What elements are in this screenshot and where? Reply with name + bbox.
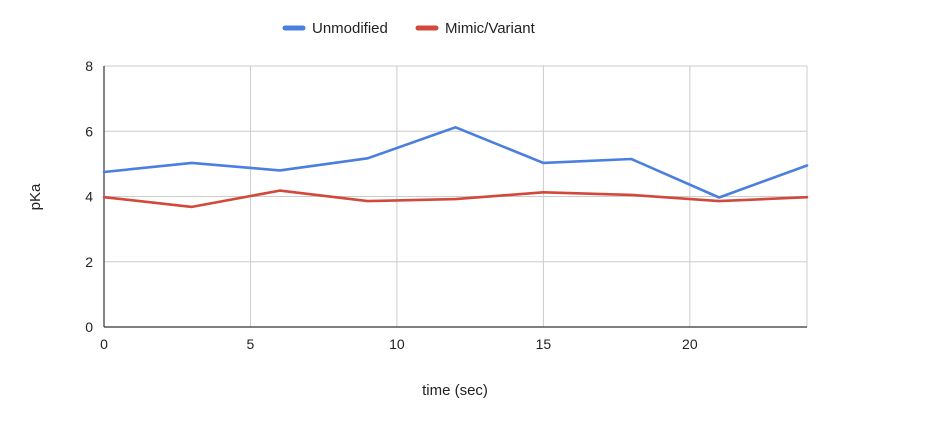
grid [104, 66, 807, 327]
y-tick-label-4: 4 [85, 189, 93, 205]
series-line-mimic-variant [104, 191, 807, 207]
y-tick-label-8: 8 [85, 58, 93, 74]
legend: Unmodified Mimic/Variant [285, 20, 536, 37]
x-tick-label-20: 20 [682, 336, 698, 352]
x-tick-label-0: 0 [100, 336, 108, 352]
y-tick-label-2: 2 [85, 254, 93, 270]
y-tick-label-0: 0 [85, 319, 93, 335]
x-tick-label-15: 15 [536, 336, 552, 352]
x-axis-title: time (sec) [422, 382, 488, 399]
x-tick-label-5: 5 [247, 336, 255, 352]
legend-label-1: Mimic/Variant [445, 20, 536, 37]
y-tick-label-6: 6 [85, 123, 93, 139]
series-line-unmodified [104, 127, 807, 197]
x-tick-label-10: 10 [389, 336, 405, 352]
legend-label-0: Unmodified [312, 20, 388, 37]
series-lines [104, 127, 807, 207]
y-axis-title: pKa [27, 183, 44, 210]
